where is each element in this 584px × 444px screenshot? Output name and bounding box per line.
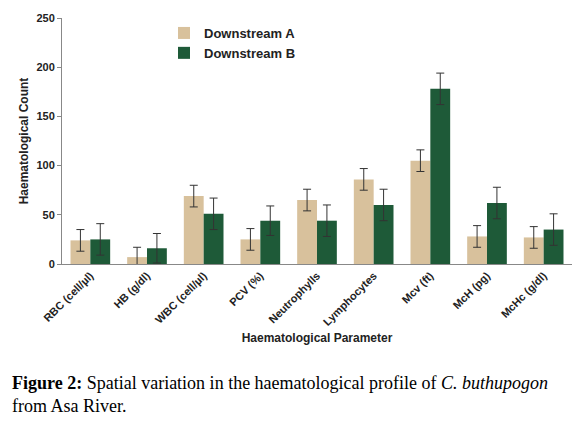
svg-text:PCV (%): PCV (%) bbox=[227, 269, 266, 308]
svg-text:Lymphocytes: Lymphocytes bbox=[321, 270, 379, 328]
html-text:from Asa River.: from Asa River. bbox=[12, 396, 127, 417]
svg-text:McHc (g/dl): McHc (g/dl) bbox=[499, 269, 550, 320]
svg-text:McH (pg): McH (pg) bbox=[451, 269, 493, 311]
svg-text:Haematological Parameter: Haematological Parameter bbox=[242, 331, 393, 345]
svg-text:HB (g/dl): HB (g/dl) bbox=[111, 269, 152, 310]
svg-text:200: 200 bbox=[36, 61, 54, 73]
svg-text:100: 100 bbox=[36, 159, 54, 171]
svg-text:Haematological Count: Haematological Count bbox=[17, 78, 31, 205]
svg-text:Mcv (ft): Mcv (ft) bbox=[399, 269, 435, 305]
svg-text:WBC (cell/µl): WBC (cell/µl) bbox=[153, 269, 209, 325]
svg-text:RBC (cell/µl): RBC (cell/µl) bbox=[41, 269, 96, 324]
svg-text:250: 250 bbox=[36, 12, 54, 24]
svg-text:50: 50 bbox=[43, 209, 55, 221]
svg-text:Downstream B: Downstream B bbox=[204, 46, 295, 61]
svg-text:0: 0 bbox=[49, 258, 55, 270]
html-text:Figure 2: Spatial variation in: Figure 2: Spatial variation in the haema… bbox=[12, 373, 549, 393]
svg-text:Neutrophylls: Neutrophylls bbox=[266, 270, 322, 326]
svg-text:150: 150 bbox=[36, 110, 54, 122]
svg-text:Downstream A: Downstream A bbox=[204, 26, 295, 41]
